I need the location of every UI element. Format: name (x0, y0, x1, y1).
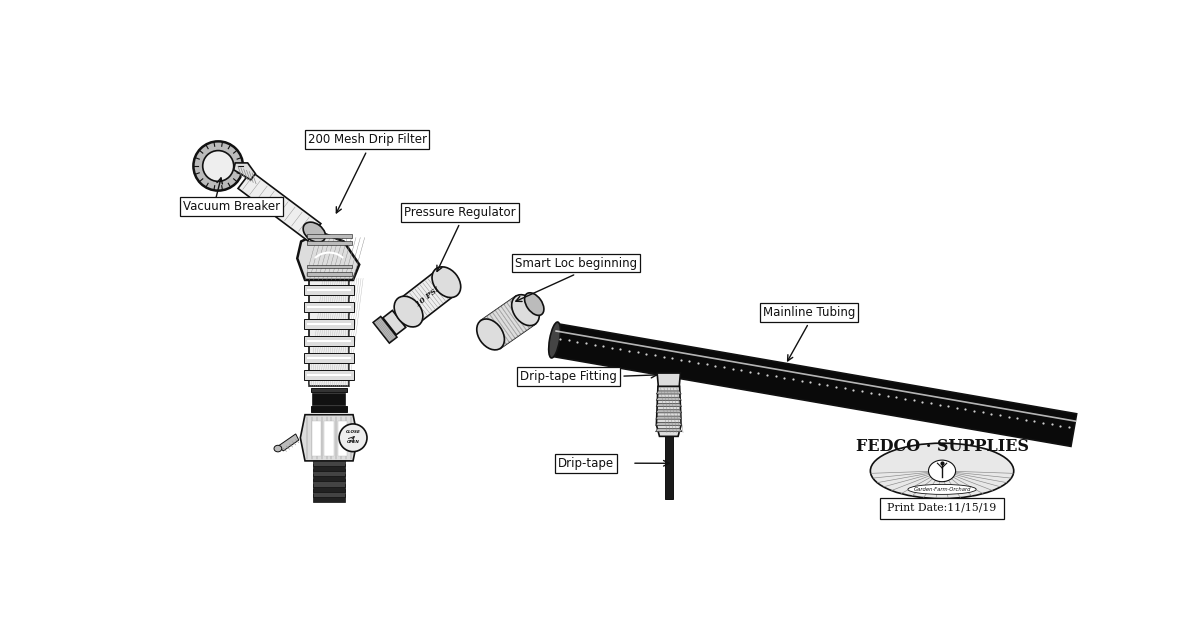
Polygon shape (305, 319, 354, 329)
Bar (313, 394, 346, 404)
Polygon shape (308, 279, 349, 386)
Ellipse shape (908, 485, 976, 495)
Ellipse shape (511, 295, 539, 326)
Text: Garden·Farm·Orchard: Garden·Farm·Orchard (913, 487, 971, 492)
Text: 10 PSI: 10 PSI (414, 285, 440, 309)
Polygon shape (490, 312, 512, 342)
Polygon shape (656, 386, 682, 436)
Text: Pressure Regulator: Pressure Regulator (404, 206, 516, 218)
Bar (313, 474, 346, 481)
Polygon shape (305, 352, 354, 362)
Text: Drip-tape: Drip-tape (558, 457, 613, 470)
Polygon shape (307, 306, 350, 309)
Polygon shape (300, 414, 358, 461)
Bar (313, 479, 346, 486)
Polygon shape (373, 317, 397, 343)
Text: Drip-tape Fitting: Drip-tape Fitting (520, 370, 617, 382)
Ellipse shape (476, 319, 504, 350)
Bar (337, 421, 347, 456)
Polygon shape (307, 340, 350, 342)
Polygon shape (655, 429, 682, 432)
Text: 200 Mesh Drip Filter: 200 Mesh Drip Filter (307, 133, 426, 146)
FancyBboxPatch shape (880, 498, 1004, 518)
Ellipse shape (548, 322, 560, 358)
Text: FEDCO · SUPPLIES: FEDCO · SUPPLIES (856, 438, 1028, 454)
Polygon shape (502, 305, 523, 334)
Polygon shape (655, 416, 682, 419)
Polygon shape (306, 272, 352, 276)
Polygon shape (496, 309, 517, 338)
Circle shape (193, 141, 242, 191)
Bar (313, 494, 346, 501)
Text: OPEN: OPEN (347, 439, 360, 444)
Ellipse shape (304, 222, 325, 242)
Polygon shape (305, 285, 354, 295)
Text: Print Date:11/15/19: Print Date:11/15/19 (888, 503, 997, 513)
Text: Vacuum Breaker: Vacuum Breaker (182, 200, 280, 213)
Bar (311, 387, 347, 393)
Text: Smart Loc beginning: Smart Loc beginning (515, 257, 637, 270)
Polygon shape (656, 398, 682, 400)
Polygon shape (383, 310, 406, 335)
Polygon shape (504, 302, 527, 332)
Polygon shape (306, 233, 352, 238)
Bar (313, 489, 346, 496)
Polygon shape (552, 324, 1076, 446)
Polygon shape (656, 391, 682, 394)
Polygon shape (307, 289, 350, 292)
Polygon shape (658, 373, 680, 386)
Polygon shape (238, 172, 320, 241)
Ellipse shape (432, 267, 461, 297)
Bar (313, 459, 346, 466)
Polygon shape (510, 299, 532, 328)
Polygon shape (298, 232, 359, 280)
Polygon shape (305, 336, 354, 346)
Polygon shape (484, 317, 506, 346)
Ellipse shape (870, 443, 1014, 499)
Ellipse shape (274, 445, 282, 452)
Polygon shape (305, 369, 354, 379)
Ellipse shape (524, 293, 544, 316)
Polygon shape (656, 404, 682, 406)
Polygon shape (512, 297, 535, 326)
Polygon shape (487, 314, 509, 344)
Text: Mainline Tubing: Mainline Tubing (762, 305, 854, 319)
Text: CLOSE: CLOSE (346, 429, 360, 434)
Polygon shape (481, 296, 535, 348)
Polygon shape (307, 323, 350, 326)
Polygon shape (307, 374, 350, 376)
Polygon shape (498, 307, 521, 336)
Circle shape (340, 424, 367, 451)
Ellipse shape (929, 460, 955, 481)
Polygon shape (398, 270, 456, 324)
Polygon shape (506, 300, 529, 330)
Circle shape (203, 151, 234, 182)
Polygon shape (305, 302, 354, 312)
Polygon shape (481, 319, 503, 348)
Bar (312, 421, 322, 456)
Ellipse shape (394, 296, 422, 327)
Bar (313, 484, 346, 491)
Polygon shape (278, 434, 299, 451)
Polygon shape (306, 242, 352, 245)
Bar (324, 421, 334, 456)
Bar (311, 406, 347, 413)
Polygon shape (665, 436, 673, 500)
Bar (313, 469, 346, 476)
Polygon shape (493, 310, 515, 340)
Polygon shape (234, 163, 256, 180)
Bar (313, 464, 346, 471)
Polygon shape (655, 423, 682, 426)
Polygon shape (307, 357, 350, 359)
Polygon shape (656, 410, 682, 413)
Polygon shape (306, 265, 352, 269)
